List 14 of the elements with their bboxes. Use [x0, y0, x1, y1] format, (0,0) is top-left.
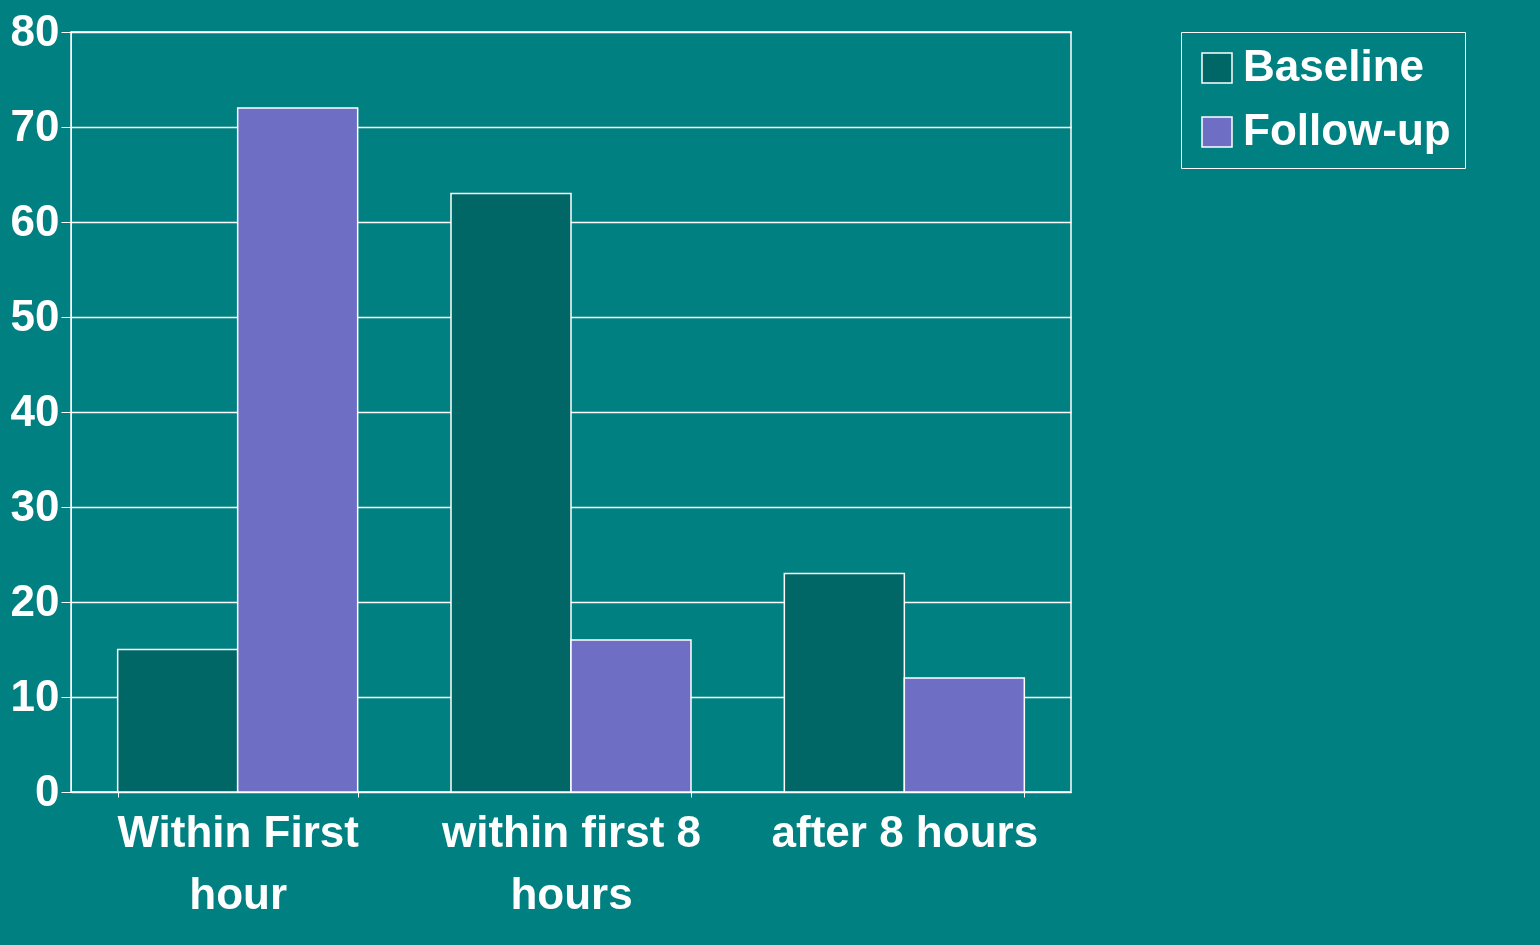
y-tick-label: 60	[10, 195, 60, 245]
y-tick-label: 0	[35, 765, 60, 815]
legend-label: Baseline	[1243, 41, 1424, 90]
y-tick-label: 80	[10, 5, 60, 55]
x-tick-label: after 8 hours	[771, 806, 1039, 856]
y-tick-label: 40	[10, 385, 60, 435]
x-tick-label: Within First hour	[117, 806, 360, 918]
y-tick-label: 10	[10, 670, 60, 720]
y-tick-label: 30	[10, 480, 60, 530]
y-tick-label: 20	[10, 575, 60, 625]
x-tick-label: within first 8 hours	[440, 806, 702, 918]
y-tick-label: 70	[10, 100, 60, 150]
y-tick-label: 50	[10, 290, 60, 340]
legend-label: Follow-up	[1243, 105, 1451, 154]
